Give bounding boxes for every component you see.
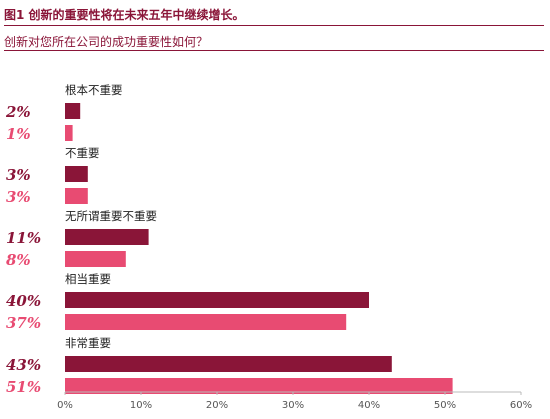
value-label: 8%: [6, 251, 31, 269]
category-label: 无所谓重要不重要: [65, 209, 157, 223]
x-tick-label: 20%: [206, 400, 228, 411]
value-label: 3%: [6, 188, 31, 206]
value-label: 37%: [6, 314, 41, 332]
category-label: 非常重要: [65, 336, 111, 350]
value-label: 40%: [6, 292, 41, 310]
bar: [65, 229, 149, 245]
bar: [65, 166, 88, 182]
bar: [65, 378, 453, 394]
category-label: 相当重要: [65, 272, 111, 286]
bar: [65, 188, 88, 204]
bar: [65, 103, 81, 119]
bar: [65, 356, 392, 372]
x-tick-label: 0%: [57, 400, 73, 411]
value-label: 2%: [5, 103, 31, 121]
value-label: 51%: [6, 378, 41, 396]
bar: [65, 251, 126, 267]
value-label: 1%: [6, 125, 31, 143]
chart-title: 图1 创新的重要性将在未来五年中继续增长。: [4, 8, 245, 22]
value-label: 11%: [6, 229, 41, 247]
subtitle-rule: [4, 50, 544, 51]
bar: [65, 292, 369, 308]
x-tick-label: 60%: [510, 400, 532, 411]
category-label: 不重要: [65, 146, 100, 160]
title-rule: [4, 25, 544, 26]
x-tick-label: 30%: [282, 400, 304, 411]
x-tick-label: 40%: [358, 400, 380, 411]
x-tick-label: 50%: [434, 400, 456, 411]
bar: [65, 125, 73, 141]
bar: [65, 314, 347, 330]
value-label: 3%: [6, 166, 31, 184]
value-label: 43%: [6, 356, 41, 374]
chart-subtitle: 创新对您所在公司的成功重要性如何？: [4, 35, 209, 49]
x-tick-label: 10%: [130, 400, 152, 411]
category-label: 根本不重要: [65, 83, 123, 97]
